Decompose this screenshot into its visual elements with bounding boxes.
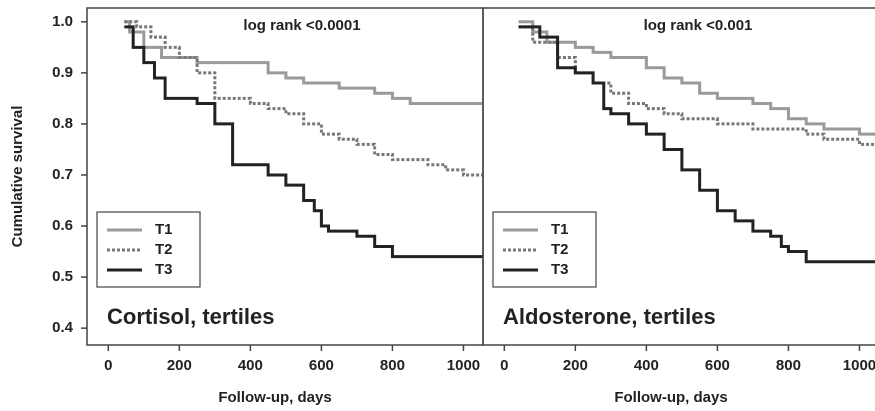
survival-line: [124, 20, 483, 177]
x-tick-label: 400: [238, 357, 263, 374]
y-axis-label: Cumulative survival: [9, 106, 26, 248]
plot-frame: [482, 7, 875, 346]
y-tick-label: 0.4: [52, 319, 74, 336]
legend-label: T2: [155, 241, 173, 258]
legend-label: T1: [551, 221, 569, 238]
survival-line: [124, 25, 483, 259]
x-tick-label: 200: [167, 357, 192, 374]
y-tick-label: 0.5: [52, 268, 73, 285]
x-tick-label: 1000: [843, 357, 875, 374]
subtitle: Cortisol, tertiles: [107, 304, 274, 329]
survival-line: [518, 25, 875, 146]
survival-line: [518, 20, 875, 136]
survival-line: [518, 25, 875, 264]
survival-line: [124, 20, 483, 105]
x-tick-label: 600: [309, 357, 334, 374]
legend-label: T3: [155, 261, 173, 278]
x-axis-label: Follow-up, days: [614, 389, 727, 406]
x-tick-label: 200: [563, 357, 588, 374]
legend-label: T1: [155, 221, 173, 238]
annotation: log rank <0.001: [644, 17, 753, 34]
legend-label: T2: [551, 241, 569, 258]
x-tick-label: 1000: [447, 357, 480, 374]
x-axis-label: Follow-up, days: [218, 389, 331, 406]
x-tick-label: 0: [104, 357, 112, 374]
x-tick-label: 400: [634, 357, 659, 374]
x-tick-label: 800: [776, 357, 801, 374]
y-tick-label: 0.6: [52, 217, 73, 234]
y-tick-label: 0.9: [52, 64, 73, 81]
annotation: log rank <0.0001: [243, 17, 360, 34]
y-tick-label: 1.0: [52, 13, 73, 30]
legend-label: T3: [551, 261, 569, 278]
y-tick-label: 0.8: [52, 115, 73, 132]
y-tick-label: 0.7: [52, 166, 73, 183]
x-tick-label: 0: [500, 357, 508, 374]
subtitle: Aldosterone, tertiles: [503, 304, 716, 329]
x-tick-label: 600: [705, 357, 730, 374]
x-tick-label: 800: [380, 357, 405, 374]
